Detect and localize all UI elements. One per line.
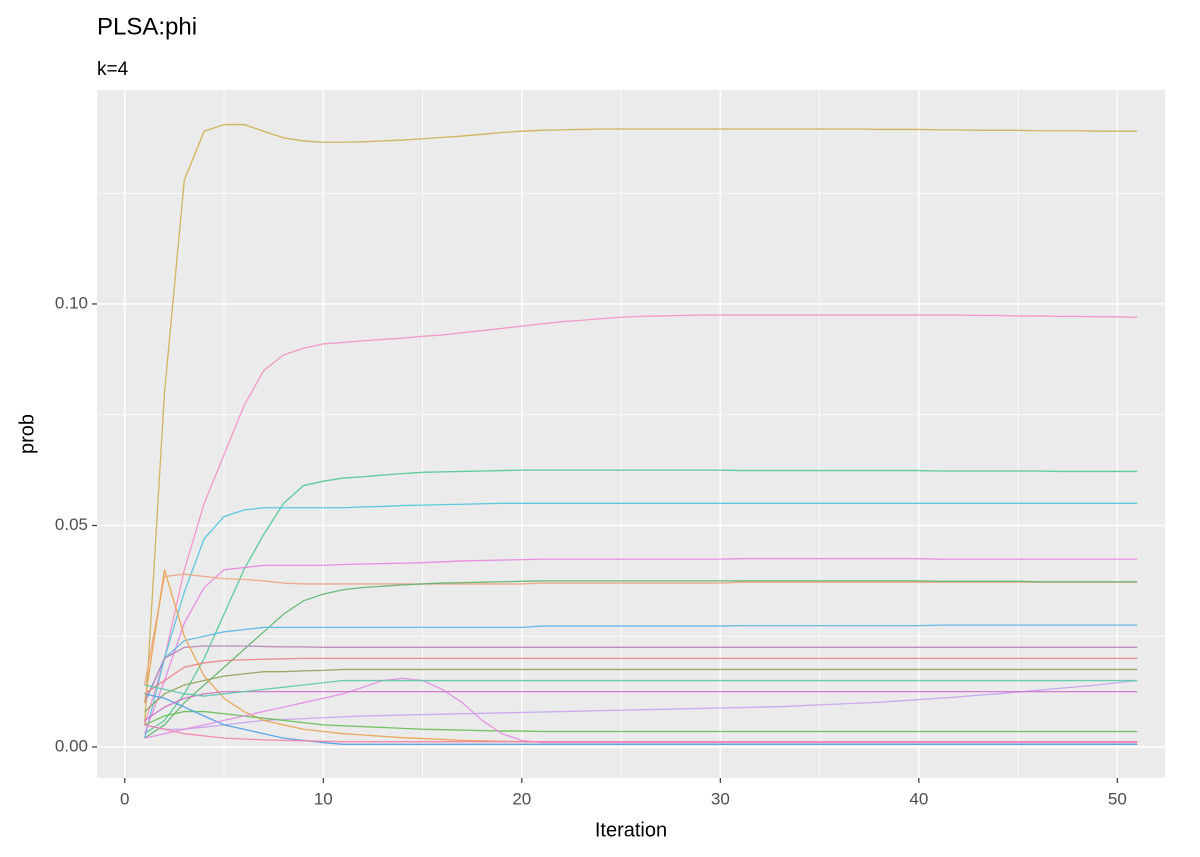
series-line — [144, 573, 1138, 686]
series-line — [144, 558, 1138, 734]
x-tick-label: 10 — [314, 789, 333, 808]
y-tick-label: 0.10 — [55, 293, 88, 312]
x-tick-label: 20 — [512, 789, 531, 808]
grid — [97, 90, 1165, 778]
series-line — [144, 502, 1138, 739]
panel — [97, 90, 1165, 778]
x-tick-label: 40 — [909, 789, 928, 808]
series-line — [144, 679, 1138, 730]
x-tick-label: 0 — [120, 789, 129, 808]
x-tick-label: 30 — [711, 789, 730, 808]
lines — [143, 123, 1138, 745]
chart-subtitle: k=4 — [97, 59, 129, 80]
series-line — [144, 679, 1138, 697]
series-line — [144, 710, 1138, 733]
y-tick-label: 0.05 — [55, 515, 88, 534]
chart-title: PLSA:phi — [97, 13, 197, 40]
series-line — [144, 580, 1138, 739]
y-axis-title: prob — [16, 414, 38, 454]
series-line — [144, 624, 1138, 703]
series-line — [144, 645, 1138, 703]
x-tick-label: 50 — [1108, 789, 1127, 808]
series-line — [144, 677, 1138, 744]
series-line — [144, 724, 1138, 743]
series-line — [144, 690, 1138, 721]
series-line — [144, 314, 1138, 726]
y-tick-label: 0.00 — [55, 736, 88, 755]
x-axis-title: Iteration — [595, 819, 667, 841]
series-line — [144, 469, 1138, 735]
series-line — [144, 657, 1138, 695]
series-line — [144, 668, 1138, 713]
series-line — [143, 123, 1138, 725]
